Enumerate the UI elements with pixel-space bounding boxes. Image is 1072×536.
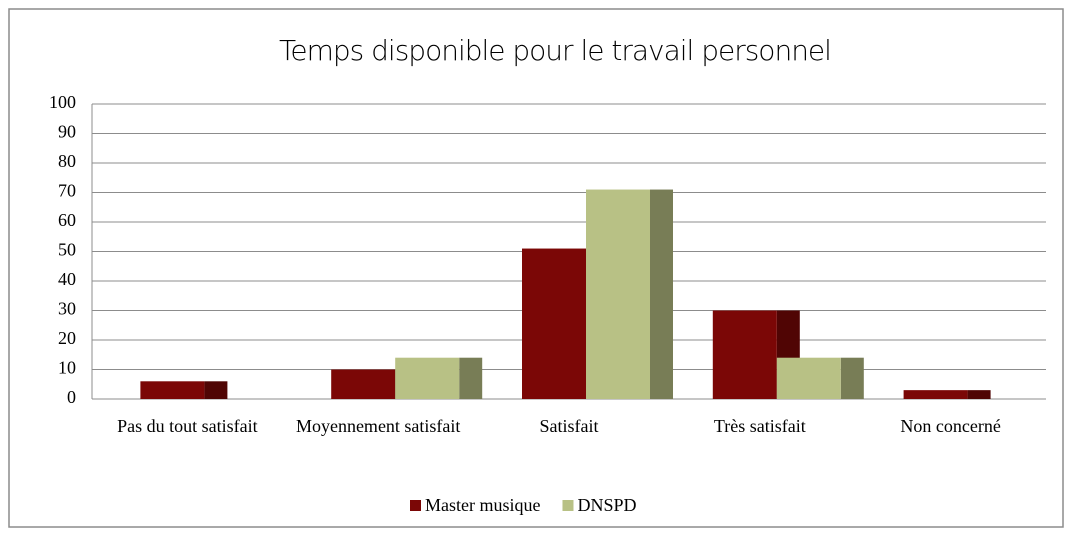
bar: [903, 390, 968, 399]
bar: [712, 310, 777, 399]
bar-side: [459, 357, 483, 399]
x-tick-label: Moyennement satisfait: [295, 416, 461, 436]
bar: [776, 357, 841, 399]
x-tick-label: Très satisfait: [713, 416, 806, 436]
bar: [331, 369, 396, 399]
y-tick-label: 40: [58, 269, 76, 289]
y-tick-label: 50: [58, 240, 76, 260]
legend-swatch: [562, 500, 574, 511]
y-tick-label: 30: [58, 299, 76, 319]
bar: [586, 189, 650, 399]
bar-side: [204, 381, 228, 399]
bar-side: [650, 189, 673, 399]
y-tick-label: 60: [58, 210, 76, 230]
legend-label: Master musique: [425, 495, 540, 515]
y-tick-label: 80: [58, 151, 76, 171]
y-tick-label: 70: [58, 181, 76, 201]
bar: [140, 381, 205, 399]
bar: [395, 357, 460, 399]
legend-swatch: [410, 500, 421, 511]
x-tick-label: Non concerné: [900, 416, 1001, 436]
y-tick-label: 0: [67, 387, 76, 407]
x-tick-label: Pas du tout satisfait: [117, 416, 258, 436]
bar: [522, 248, 586, 399]
bar-side: [967, 390, 991, 399]
y-tick-label: 90: [58, 122, 76, 142]
x-tick-label: Satisfait: [539, 416, 599, 436]
y-tick-label: 10: [58, 358, 76, 378]
y-tick-label: 100: [49, 92, 76, 112]
bar-side: [840, 357, 864, 399]
legend-label: DNSPD: [577, 495, 636, 515]
chart-title: Temps disponible pour le travail personn…: [279, 34, 831, 67]
y-tick-label: 20: [58, 328, 76, 348]
